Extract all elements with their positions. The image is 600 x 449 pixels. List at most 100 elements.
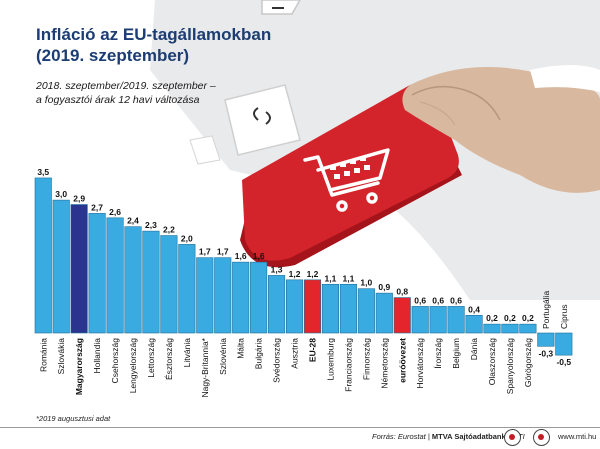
value-label-11: 1,6 bbox=[235, 251, 247, 261]
bar-27 bbox=[519, 323, 537, 334]
bar-21 bbox=[411, 306, 429, 334]
bar-5 bbox=[124, 226, 142, 334]
bar-4 bbox=[106, 217, 124, 334]
subtitle-line-1: 2018. szeptember/2019. szeptember – bbox=[36, 80, 216, 92]
category-label-6: Lettország bbox=[146, 338, 156, 378]
value-label-22: 0,6 bbox=[432, 295, 444, 305]
value-label-6: 2,3 bbox=[145, 220, 157, 230]
bar-11 bbox=[232, 261, 250, 334]
bar-10 bbox=[214, 257, 232, 334]
footer-divider bbox=[0, 427, 600, 428]
value-label-24: 0,4 bbox=[468, 304, 480, 314]
bar-20 bbox=[393, 297, 411, 334]
category-label-7: Észtország bbox=[164, 338, 174, 380]
value-label-27: 0,2 bbox=[522, 313, 534, 323]
category-label-10: Szlovénia bbox=[218, 338, 228, 375]
category-label-29: Ciprus bbox=[559, 304, 569, 329]
value-label-19: 0,9 bbox=[378, 282, 390, 292]
value-label-5: 2,4 bbox=[127, 216, 139, 226]
category-label-11: Málta bbox=[236, 338, 246, 359]
value-label-15: 1,2 bbox=[307, 269, 319, 279]
category-label-0: Románia bbox=[38, 338, 48, 372]
category-label-19: Németország bbox=[379, 338, 389, 389]
category-label-17: Franciaország bbox=[343, 338, 353, 392]
bar-23 bbox=[447, 306, 465, 334]
value-label-20: 0,8 bbox=[396, 287, 408, 297]
bar-25 bbox=[483, 323, 501, 334]
value-label-9: 1,7 bbox=[199, 247, 211, 257]
value-label-26: 0,2 bbox=[504, 313, 516, 323]
category-label-25: Olaszország bbox=[487, 338, 497, 386]
category-label-4: Csehország bbox=[110, 338, 120, 384]
value-label-25: 0,2 bbox=[486, 313, 498, 323]
chart-subtitle: 2018. szeptember/2019. szeptember – a fo… bbox=[36, 79, 276, 107]
bar-26 bbox=[501, 323, 519, 334]
value-label-21: 0,6 bbox=[414, 295, 426, 305]
value-label-1: 3,0 bbox=[55, 189, 67, 199]
bar-2 bbox=[70, 204, 88, 334]
category-label-9: Nagy-Britannia* bbox=[200, 337, 210, 397]
category-label-8: Litvánia bbox=[182, 338, 192, 368]
value-label-16: 1,1 bbox=[325, 273, 337, 283]
value-label-7: 2,2 bbox=[163, 225, 175, 235]
value-label-3: 2,7 bbox=[91, 202, 103, 212]
category-label-15: EU-28 bbox=[308, 338, 318, 362]
title-line-1: Infláció az EU-tagállamokban bbox=[36, 25, 272, 44]
footnote: *2019 augusztusi adat bbox=[36, 414, 111, 423]
bar-28 bbox=[537, 332, 555, 347]
category-label-27: Görögország bbox=[523, 338, 533, 387]
bar-13 bbox=[268, 275, 286, 334]
bar-19 bbox=[375, 292, 393, 334]
category-label-22: Írország bbox=[433, 338, 443, 369]
value-label-12: 1,6 bbox=[253, 251, 265, 261]
website-link[interactable]: www.mti.hu bbox=[558, 432, 597, 441]
title-line-2: (2019. szeptember) bbox=[36, 46, 190, 65]
bar-1 bbox=[52, 199, 70, 334]
bar-7 bbox=[160, 235, 178, 334]
subtitle-line-2: a fogyasztói árak 12 havi változása bbox=[36, 94, 200, 106]
bar-18 bbox=[357, 288, 375, 334]
value-label-28: -0,3 bbox=[539, 348, 554, 358]
category-label-24: Dánia bbox=[469, 338, 479, 360]
bar-17 bbox=[339, 283, 357, 334]
source-org: MTVA Sajtóadatbank bbox=[431, 432, 506, 441]
chart-title: Infláció az EU-tagállamokban (2019. szep… bbox=[36, 24, 336, 66]
bar-14 bbox=[285, 279, 304, 334]
bar-3 bbox=[88, 213, 106, 334]
category-label-5: Lengyelország bbox=[128, 338, 138, 394]
category-label-1: Szlovákia bbox=[56, 338, 66, 375]
source-credit: Forrás: Eurostat | MTVA Sajtóadatbank | … bbox=[372, 432, 525, 441]
category-label-21: Horvátország bbox=[415, 338, 425, 389]
value-label-4: 2,6 bbox=[109, 207, 121, 217]
category-label-16: Luxemburg bbox=[325, 338, 335, 381]
mtva-logo-icon bbox=[504, 429, 521, 446]
category-label-3: Hollandia bbox=[92, 338, 102, 374]
category-label-18: Finnország bbox=[361, 338, 371, 380]
category-label-2: Magyarország bbox=[74, 338, 84, 395]
bar-15 bbox=[303, 279, 322, 334]
value-label-10: 1,7 bbox=[217, 247, 229, 257]
bar-12 bbox=[250, 261, 268, 334]
value-label-13: 1,3 bbox=[271, 264, 283, 274]
category-label-26: Spanyolország bbox=[505, 338, 515, 395]
value-label-17: 1,1 bbox=[342, 273, 354, 283]
category-label-12: Bulgária bbox=[254, 338, 264, 369]
bar-22 bbox=[429, 306, 447, 334]
category-label-13: Svédország bbox=[272, 338, 282, 383]
bar-8 bbox=[178, 244, 196, 334]
category-label-23: Belgium bbox=[451, 338, 461, 369]
value-label-2: 2,9 bbox=[73, 194, 85, 204]
value-label-18: 1,0 bbox=[360, 278, 372, 288]
category-label-14: Ausztria bbox=[290, 338, 300, 369]
bar-6 bbox=[142, 230, 160, 334]
category-label-28: Portugália bbox=[541, 290, 551, 329]
source-prefix: Forrás: Eurostat | bbox=[372, 432, 432, 441]
bar-24 bbox=[465, 314, 483, 334]
mti-logo-icon bbox=[533, 429, 550, 446]
bar-16 bbox=[321, 283, 340, 334]
bar-29 bbox=[555, 332, 573, 356]
value-label-14: 1,2 bbox=[289, 269, 301, 279]
value-label-8: 2,0 bbox=[181, 233, 193, 243]
value-label-23: 0,6 bbox=[450, 295, 462, 305]
